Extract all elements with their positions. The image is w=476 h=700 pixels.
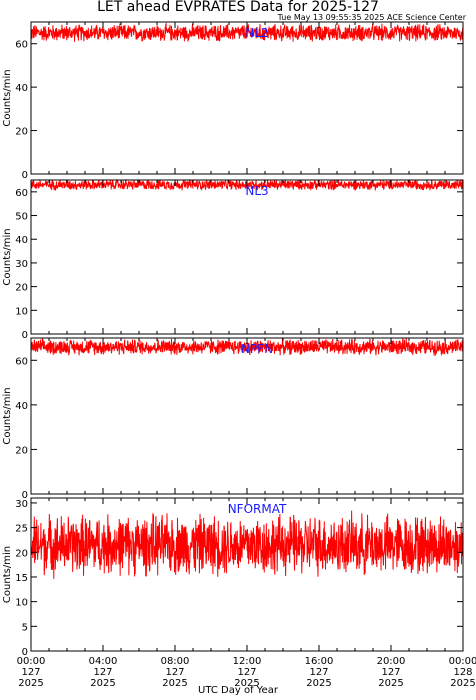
x-axis-title: UTC Day of Year [198, 685, 278, 696]
panel-nl3: 0 10 20 30 40 50 60 Counts/min NL3 [2, 178, 464, 341]
y-tick-label: 30 [15, 259, 28, 270]
x-tick-label-doy: 127 [93, 667, 112, 678]
y-tick-label: 0 [22, 170, 28, 181]
x-tick-label-time: 08:00 [161, 656, 190, 667]
x-tick-label-doy: 127 [309, 667, 328, 678]
x-tick-label-year: 2025 [378, 678, 403, 689]
x-tick-label-year: 2025 [234, 678, 259, 689]
y-tick-label: 0 [22, 490, 28, 501]
x-tick-label-doy: 127 [237, 667, 256, 678]
y-tick-label: 30 [15, 499, 28, 510]
x-tick-label-doy: 128 [453, 667, 472, 678]
y-tick-label: 40 [15, 401, 28, 412]
y-tick-label: 10 [15, 306, 28, 317]
x-tick-label-year: 2025 [90, 678, 115, 689]
panel-label: NFORMAT [228, 502, 287, 516]
y-tick-label: 0 [22, 330, 28, 341]
y-axis-title: Counts/min [2, 69, 13, 126]
x-tick-label-time: 04:00 [89, 656, 118, 667]
x-tick-label-time: 00:00 [449, 656, 476, 667]
panel-nl2: 0 20 40 60 Counts/min NL2 [2, 21, 464, 181]
y-tick-label: 60 [15, 356, 28, 367]
y-axis-title: Counts/min [2, 387, 13, 444]
y-tick-label: 40 [15, 83, 28, 94]
y-tick-label: 20 [15, 283, 28, 294]
x-tick-label-year: 2025 [306, 678, 331, 689]
x-tick-label-time: 16:00 [305, 656, 334, 667]
y-tick-label: 60 [15, 40, 28, 51]
panel-label: NL3 [245, 184, 268, 198]
series-line-npfn [30, 338, 464, 357]
x-tick-label-doy: 127 [381, 667, 400, 678]
plot-frame [30, 497, 464, 652]
panel-label: NPFN [241, 342, 273, 356]
x-tick-label-year: 2025 [450, 678, 475, 689]
y-tick-label: 0 [22, 647, 28, 658]
y-axis-title: Counts/min [2, 546, 13, 603]
panel-npfn: 0 20 40 60 Counts/min NPFN [2, 337, 464, 501]
x-tick-label-doy: 127 [165, 667, 184, 678]
plot-frame [30, 337, 464, 495]
series-line-nformat [30, 510, 464, 579]
plot-frame [30, 21, 464, 175]
y-tick-label: 10 [15, 598, 28, 609]
generation-timestamp: Tue May 13 09:55:35 2025 ACE Science Cen… [277, 13, 466, 22]
chart-title: LET ahead EVPRATES Data for 2025-127 [97, 0, 379, 15]
y-tick-label: 15 [15, 573, 28, 584]
y-tick-label: 40 [15, 235, 28, 246]
x-tick-label-time: 00:00 [17, 656, 46, 667]
y-tick-label: 20 [15, 548, 28, 559]
y-tick-label: 20 [15, 445, 28, 456]
x-axis-labels: 00:00127202504:00127202508:00127202512:0… [17, 656, 476, 689]
panel-nformat: 0 5 10 15 20 25 30 Counts/min NFORMAT [2, 497, 464, 658]
x-tick-label-year: 2025 [162, 678, 187, 689]
x-tick-label-doy: 127 [21, 667, 40, 678]
plot-frame [30, 179, 464, 335]
x-tick-label-time: 20:00 [377, 656, 406, 667]
y-tick-label: 25 [15, 524, 28, 535]
y-tick-label: 20 [15, 127, 28, 138]
x-tick-label-year: 2025 [18, 678, 43, 689]
y-tick-label: 50 [15, 212, 28, 223]
y-axis-title: Counts/min [2, 228, 13, 285]
panel-label: NL2 [245, 26, 268, 40]
y-tick-label: 5 [22, 622, 28, 633]
x-tick-label-time: 12:00 [233, 656, 262, 667]
y-tick-label: 60 [15, 188, 28, 199]
